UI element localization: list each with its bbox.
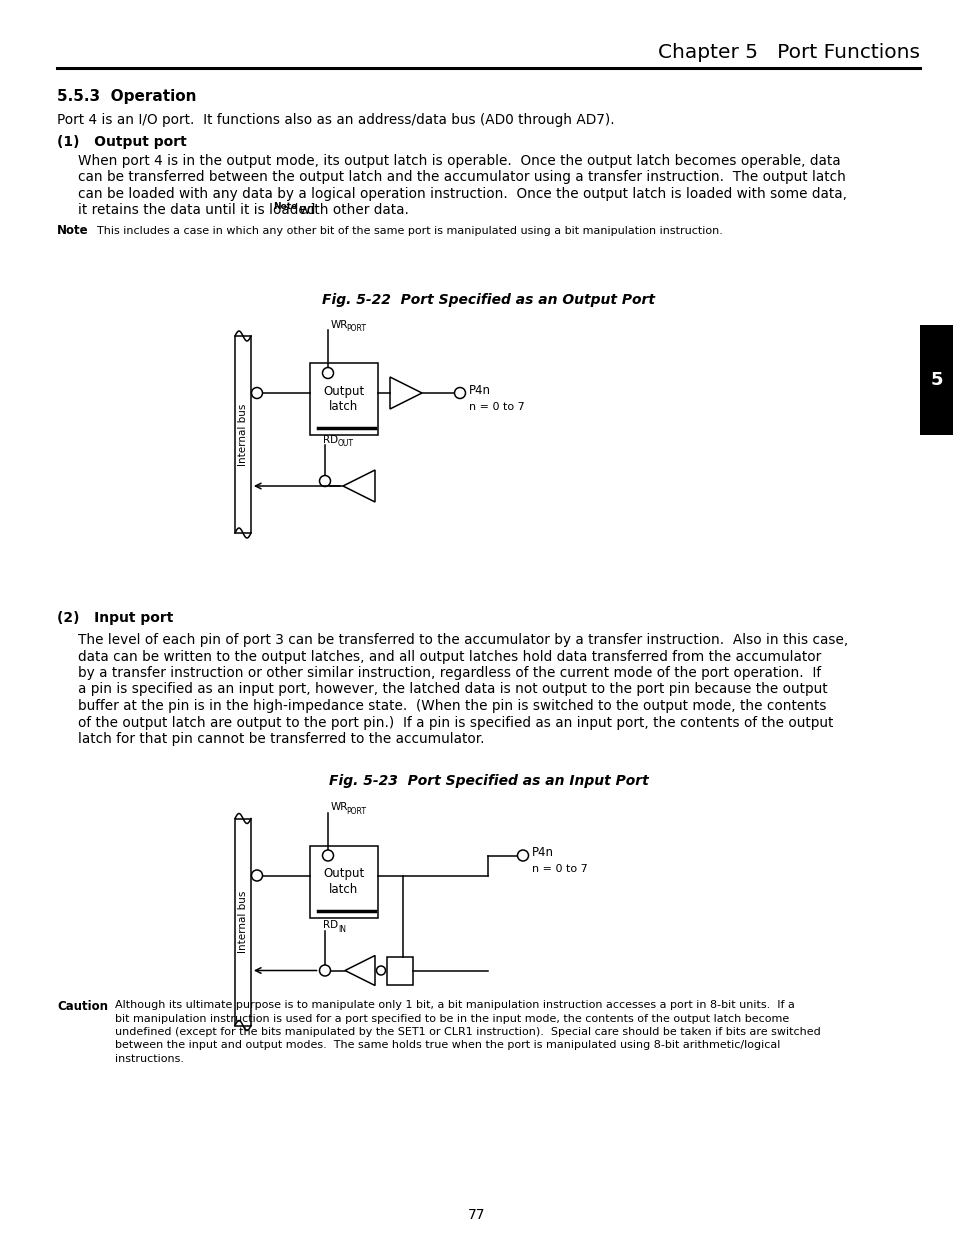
Text: 5.5.3  Operation: 5.5.3 Operation [57, 89, 196, 105]
Text: Internal bus: Internal bus [237, 404, 248, 466]
Text: n = 0 to 7: n = 0 to 7 [469, 403, 524, 412]
Text: between the input and output modes.  The same holds true when the port is manipu: between the input and output modes. The … [115, 1041, 780, 1051]
Bar [387, 956, 413, 984]
Text: Fig. 5-22  Port Specified as an Output Port: Fig. 5-22 Port Specified as an Output Po… [322, 293, 655, 308]
Circle shape [322, 850, 334, 861]
Text: Port 4 is an I/O port.  It functions also as an address/data bus (AD0 through AD: Port 4 is an I/O port. It functions also… [57, 112, 614, 127]
Text: can be transferred between the output latch and the accumulator using a transfer: can be transferred between the output la… [78, 170, 845, 184]
Text: PORT: PORT [346, 324, 366, 333]
Text: The level of each pin of port 3 can be transferred to the accumulator by a trans: The level of each pin of port 3 can be t… [78, 634, 847, 647]
Text: OUT: OUT [337, 438, 354, 448]
Text: RD: RD [323, 920, 337, 930]
Text: 5: 5 [930, 370, 943, 389]
Text: WR: WR [331, 320, 348, 330]
Text: Caution: Caution [57, 1000, 108, 1013]
Text: Fig. 5-23  Port Specified as an Input Port: Fig. 5-23 Port Specified as an Input Por… [328, 773, 648, 788]
Text: IN: IN [337, 925, 346, 934]
Polygon shape [343, 471, 375, 501]
Text: latch for that pin cannot be transferred to the accumulator.: latch for that pin cannot be transferred… [78, 732, 484, 746]
Text: PORT: PORT [346, 806, 366, 815]
Text: Internal bus: Internal bus [237, 890, 248, 953]
Text: latch: latch [329, 400, 358, 414]
Bar [310, 846, 377, 918]
Text: Although its ultimate purpose is to manipulate only 1 bit, a bit manipulation in: Although its ultimate purpose is to mani… [115, 1000, 794, 1010]
Text: This includes a case in which any other bit of the same port is manipulated usin: This includes a case in which any other … [90, 226, 722, 236]
Text: by a transfer instruction or other similar instruction, regardless of the curren: by a transfer instruction or other simil… [78, 666, 821, 680]
Text: instructions.: instructions. [115, 1053, 184, 1065]
Text: P4n: P4n [469, 384, 491, 396]
Text: a pin is specified as an input port, however, the latched data is not output to : a pin is specified as an input port, how… [78, 683, 827, 697]
Text: Note: Note [57, 225, 89, 237]
Polygon shape [390, 377, 421, 409]
Polygon shape [345, 956, 375, 986]
Circle shape [319, 965, 330, 976]
Text: buffer at the pin is in the high-impedance state.  (When the pin is switched to : buffer at the pin is in the high-impedan… [78, 699, 825, 713]
Text: Note: Note [273, 203, 297, 211]
Text: (1)   Output port: (1) Output port [57, 135, 187, 149]
Bar [234, 819, 251, 1025]
Text: P4n: P4n [532, 846, 554, 860]
Text: WR: WR [331, 803, 348, 813]
Text: of the output latch are output to the port pin.)  If a pin is specified as an in: of the output latch are output to the po… [78, 715, 833, 730]
Bar [919, 325, 953, 435]
Circle shape [517, 850, 528, 861]
Circle shape [252, 869, 262, 881]
Text: it retains the data until it is loaded: it retains the data until it is loaded [78, 204, 315, 217]
Text: 77: 77 [468, 1208, 485, 1221]
Text: (2)   Input port: (2) Input port [57, 611, 173, 625]
Text: undefined (except for the bits manipulated by the SET1 or CLR1 instruction).  Sp: undefined (except for the bits manipulat… [115, 1028, 820, 1037]
Text: can be loaded with any data by a logical operation instruction.  Once the output: can be loaded with any data by a logical… [78, 186, 846, 201]
Circle shape [454, 388, 465, 399]
Circle shape [252, 388, 262, 399]
Text: Output: Output [323, 867, 364, 881]
Circle shape [319, 475, 330, 487]
Text: RD: RD [323, 435, 337, 445]
Bar [310, 363, 377, 435]
Text: n = 0 to 7: n = 0 to 7 [532, 864, 587, 874]
Bar [234, 336, 251, 534]
Text: bit manipulation instruction is used for a port specified to be in the input mod: bit manipulation instruction is used for… [115, 1014, 788, 1024]
Text: Chapter 5   Port Functions: Chapter 5 Port Functions [658, 42, 919, 62]
Circle shape [322, 368, 334, 378]
Text: with other data.: with other data. [294, 204, 409, 217]
Text: Output: Output [323, 384, 364, 398]
Text: When port 4 is in the output mode, its output latch is operable.  Once the outpu: When port 4 is in the output mode, its o… [78, 154, 840, 168]
Text: data can be written to the output latches, and all output latches hold data tran: data can be written to the output latche… [78, 650, 821, 663]
Circle shape [376, 966, 385, 974]
Text: latch: latch [329, 883, 358, 897]
